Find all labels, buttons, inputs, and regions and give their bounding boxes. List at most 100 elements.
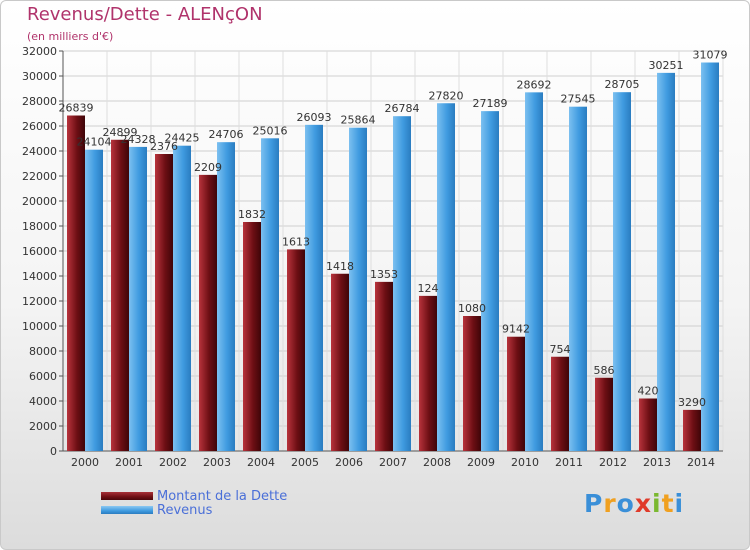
legend-item-revenus: Revenus <box>101 502 212 518</box>
data-label-dette-2005: 1613 <box>282 235 310 248</box>
legend-label-dette: Montant de la Dette <box>157 488 288 504</box>
bar-revenus-2000 <box>85 149 103 451</box>
chart-title: Revenus/Dette - ALENçON <box>27 4 263 25</box>
data-label-revenus-2000: 24104 <box>77 136 112 149</box>
ytick-label: 18000 <box>22 220 57 233</box>
ytick-label: 14000 <box>22 270 57 283</box>
data-label-dette-2000: 26839 <box>59 102 94 115</box>
data-label-dette-2012: 586 <box>594 364 615 377</box>
bar-dette-2002 <box>155 154 173 451</box>
legend-swatch-revenus <box>101 506 153 514</box>
bar-dette-2008 <box>419 295 437 451</box>
data-label-dette-2014: 3290 <box>678 396 706 409</box>
axes: 0 2000 4000 6000 8000 10000 12000 14000 16000 180… <box>22 45 723 469</box>
logo-letter: i <box>674 489 685 518</box>
bar-dette-2009 <box>463 316 481 451</box>
xtick-label-2009: 2009 <box>467 456 495 469</box>
bar-revenus-2009 <box>481 111 499 451</box>
bar-revenus-2014 <box>701 62 719 451</box>
bar-revenus-2012 <box>613 92 631 451</box>
xtick-label-2007: 2007 <box>379 456 407 469</box>
data-label-revenus-2014: 31079 <box>693 49 728 62</box>
data-label-dette-2008: 124 <box>418 282 439 295</box>
xtick-label-2002: 2002 <box>159 456 187 469</box>
bar-dette-2006 <box>331 273 349 451</box>
ytick-label: 8000 <box>29 345 57 358</box>
bar-dette-2010 <box>507 336 525 451</box>
bar-dette-2001 <box>111 139 129 451</box>
ytick-label: 28000 <box>22 95 57 108</box>
ytick-label: 16000 <box>22 245 57 258</box>
ytick-label: 6000 <box>29 370 57 383</box>
data-label-revenus-2004: 25016 <box>253 124 288 137</box>
data-label-dette-2004: 1832 <box>238 208 266 221</box>
logo-letter: i <box>652 489 662 518</box>
bar-dette-2014 <box>683 409 701 451</box>
bar-dette-2000 <box>67 115 85 451</box>
data-label-revenus-2009: 27189 <box>473 97 508 110</box>
data-label-dette-2011: 754 <box>550 343 571 356</box>
bar-dette-2013 <box>639 398 657 451</box>
ytick-label: 22000 <box>22 170 57 183</box>
data-label-revenus-2002: 24425 <box>165 132 200 145</box>
bar-revenus-2002 <box>173 145 191 451</box>
data-label-revenus-2006: 25864 <box>341 114 376 127</box>
xtick-label-2008: 2008 <box>423 456 451 469</box>
xtick-label-2014: 2014 <box>687 456 715 469</box>
bar-revenus-2003 <box>217 142 235 452</box>
legend-item-dette: Montant de la Dette <box>101 488 287 504</box>
data-label-dette-2006: 1418 <box>326 260 354 273</box>
ytick-label: 32000 <box>22 45 57 58</box>
logo-letter: x <box>634 489 652 518</box>
ytick-label: 12000 <box>22 295 57 308</box>
ytick-label: 26000 <box>22 120 57 133</box>
legend-swatch-dette <box>101 492 153 500</box>
bar-revenus-2013 <box>657 72 675 452</box>
data-label-revenus-2011: 27545 <box>561 93 596 106</box>
legend-label-revenus: Revenus <box>157 502 213 518</box>
xtick-label-2012: 2012 <box>599 456 627 469</box>
data-label-revenus-2010: 28692 <box>517 78 552 91</box>
data-label-revenus-2012: 28705 <box>605 78 640 91</box>
data-label-revenus-2003: 24706 <box>209 128 244 141</box>
xtick-label-2001: 2001 <box>115 456 143 469</box>
bar-dette-2012 <box>595 377 613 451</box>
bar-dette-2011 <box>551 356 569 451</box>
data-label-dette-2001: 24899 <box>103 126 138 139</box>
ytick-label: 2000 <box>29 420 57 433</box>
bar-revenus-2010 <box>525 92 543 451</box>
xtick-label-2006: 2006 <box>335 456 363 469</box>
data-label-revenus-2007: 26784 <box>385 102 420 115</box>
bar-dette-2003 <box>199 174 217 451</box>
bar-dette-2005 <box>287 249 305 451</box>
bar-revenus-2004 <box>261 138 279 452</box>
chart-subtitle: (en milliers d'€) <box>27 30 114 43</box>
bars <box>67 62 719 452</box>
data-label-revenus-2005: 26093 <box>297 111 332 124</box>
logo-letter: o <box>616 489 635 518</box>
data-label-revenus-2008: 27820 <box>429 89 464 102</box>
ytick-label: 20000 <box>22 195 57 208</box>
xtick-label-2013: 2013 <box>643 456 671 469</box>
data-label-dette-2002: 2376 <box>150 140 178 153</box>
bar-dette-2007 <box>375 281 393 451</box>
ytick-label: 24000 <box>22 145 57 158</box>
bar-revenus-2007 <box>393 116 411 451</box>
logo-letter: t <box>661 489 675 518</box>
data-label-dette-2009: 1080 <box>458 302 486 315</box>
data-label-dette-2003: 2209 <box>194 161 222 174</box>
xtick-label-2011: 2011 <box>555 456 583 469</box>
ytick-label: 10000 <box>22 320 57 333</box>
data-label-revenus-2001: 24328 <box>121 133 156 146</box>
xtick-label-2005: 2005 <box>291 456 319 469</box>
data-label-revenus-2013: 30251 <box>649 59 684 72</box>
bar-revenus-2001 <box>129 146 147 451</box>
xtick-label-2004: 2004 <box>247 456 275 469</box>
logo-letter: P <box>584 489 604 518</box>
xtick-label-2000: 2000 <box>71 456 99 469</box>
data-label-dette-2007: 1353 <box>370 268 398 281</box>
xtick-label-2010: 2010 <box>511 456 539 469</box>
bar-dette-2004 <box>243 222 261 451</box>
